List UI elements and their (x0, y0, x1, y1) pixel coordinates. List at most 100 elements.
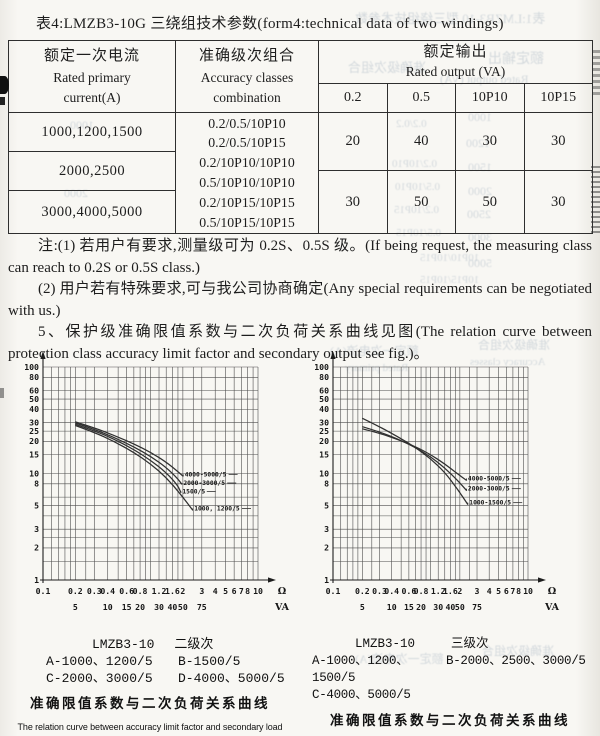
svg-text:40: 40 (445, 602, 455, 612)
accuracy-combination-line: 0.2/10P10/10P10 (199, 155, 295, 171)
output-subheader-0.5: 0.5 (388, 84, 456, 112)
legend-curve-a: A-1000、1200/5 (46, 654, 153, 669)
svg-text:50: 50 (178, 602, 188, 612)
svg-text:0.6: 0.6 (401, 586, 416, 596)
svg-text:2000-3000/5: 2000-3000/5 (468, 486, 510, 493)
svg-text:2: 2 (457, 586, 462, 596)
svg-text:0.1: 0.1 (326, 586, 341, 596)
accuracy-combination-line: 0.2/0.5/10P15 (208, 135, 286, 151)
output-value: 20 (319, 113, 388, 170)
svg-text:15: 15 (319, 450, 329, 460)
technical-data-table: 额定一次电流 Rated primary current(A) 1000,120… (8, 40, 593, 234)
svg-text:25: 25 (29, 426, 39, 436)
svg-text:5: 5 (73, 602, 78, 612)
header-rated-output-cn: 额定输出 (423, 44, 488, 61)
svg-text:5: 5 (360, 602, 365, 612)
header-accuracy-en1: Accuracy classes (200, 69, 294, 85)
header-primary-current-cn: 额定一次电流 (43, 48, 140, 64)
svg-text:75: 75 (472, 602, 482, 612)
output-subheader-10P10: 10P10 (456, 84, 525, 112)
svg-text:3: 3 (324, 524, 329, 534)
legends-row: LMZB3-10 二级次 A-1000、1200/5 B-1500/5 C-2000… (0, 636, 600, 736)
svg-text:80: 80 (29, 372, 39, 382)
accuracy-combination-line: 0.2/10P15/10P15 (199, 194, 295, 210)
scan-artifact (0, 97, 5, 105)
table-cell-primary-row2: 2000,2500 (9, 152, 175, 191)
svg-text:3: 3 (199, 586, 204, 596)
svg-text:4: 4 (213, 586, 218, 596)
accuracy-combination-line: 0.5/10P10/10P10 (199, 175, 295, 190)
scan-artifact (0, 76, 9, 94)
svg-text:4000-5000/5: 4000-5000/5 (185, 471, 227, 478)
svg-text:10: 10 (387, 602, 397, 612)
svg-text:10: 10 (523, 586, 533, 596)
svg-text:1.2: 1.2 (152, 586, 167, 596)
svg-text:50: 50 (455, 602, 465, 612)
output-value: 40 (388, 113, 456, 170)
svg-text:80: 80 (319, 372, 329, 382)
svg-text:1.6: 1.6 (165, 586, 180, 596)
svg-text:75: 75 (197, 602, 207, 612)
svg-text:30: 30 (154, 602, 164, 612)
header-rated-output-en: Rated output (VA) (405, 64, 506, 80)
legend-model: LMZB3-10 (355, 637, 416, 651)
svg-text:Ω: Ω (548, 586, 557, 597)
svg-text:10: 10 (253, 586, 263, 596)
svg-text:0.4: 0.4 (384, 586, 399, 596)
svg-text:0.6: 0.6 (119, 586, 134, 596)
svg-text:30: 30 (433, 602, 443, 612)
legend-winding-type: 三级次 (451, 637, 489, 651)
svg-text:4000-5000/5: 4000-5000/5 (468, 475, 510, 482)
svg-text:6: 6 (232, 586, 237, 596)
output-value: 50 (388, 171, 456, 233)
svg-text:50: 50 (29, 394, 39, 404)
scan-artifact (593, 50, 600, 96)
note-2: (2) 用户若有特殊要求,可与我公司协商确定(Any special requi… (8, 281, 592, 319)
header-primary-current-en1: Rated primary (53, 69, 131, 85)
svg-text:5: 5 (324, 500, 329, 510)
legend-left-chart: LMZB3-10 二级次 A-1000、1200/5 B-1500/5 C-2000… (0, 636, 300, 736)
note-1: 注:(1) 若用户有要求,测量级可为 0.2S、0.5S 级。(If being… (8, 238, 592, 276)
accuracy-combinations-cell: 0.2/0.5/10P10 0.2/0.5/10P15 0.2/10P10/10… (176, 113, 318, 233)
output-values-row2: 30 50 50 30 (319, 171, 592, 233)
svg-text:40: 40 (319, 404, 329, 414)
svg-text:1000, 1200/5: 1000, 1200/5 (194, 505, 240, 512)
output-values-row1: 20 40 30 30 (319, 113, 592, 171)
svg-text:100: 100 (24, 362, 39, 372)
svg-text:5: 5 (496, 586, 501, 596)
output-value: 30 (319, 171, 388, 233)
svg-text:1500/5: 1500/5 (182, 488, 205, 495)
note-3: 5、保护级准确限值系数与二次负荷关系曲线见图(The relation curv… (8, 324, 592, 362)
scan-artifact (591, 166, 600, 234)
svg-text:8: 8 (34, 479, 39, 489)
svg-text:15: 15 (29, 450, 39, 460)
svg-text:1: 1 (34, 575, 39, 585)
svg-text:2: 2 (324, 543, 329, 553)
header-primary-current: 额定一次电流 Rated primary current(A) (9, 41, 175, 113)
svg-text:2000-3000/5: 2000-3000/5 (183, 480, 225, 487)
legend-curve-d (446, 687, 600, 704)
legend-winding-type: 二级次 (174, 637, 214, 652)
notes-section: 注:(1) 若用户有要求,测量级可为 0.2S、0.5S 级。(If being… (8, 236, 592, 365)
legend-row: A-1000、1200/5 B-1500/5 (0, 653, 300, 670)
svg-text:1.6: 1.6 (443, 586, 458, 596)
svg-text:1: 1 (324, 575, 329, 585)
column-accuracy-classes: 准确级次组合 Accuracy classes combination 0.2/… (176, 41, 319, 233)
svg-text:40: 40 (168, 602, 178, 612)
legend-row: A-1000、1200、1500/5 B-2000、2500、3000/5 (300, 653, 600, 687)
legend-curve-d: D-4000、5000/5 (178, 671, 285, 686)
svg-text:40: 40 (29, 404, 39, 414)
column-rated-primary-current: 额定一次电流 Rated primary current(A) 1000,120… (9, 41, 176, 233)
legend-row: C-4000、5000/5 (300, 687, 600, 704)
svg-text:25: 25 (319, 426, 329, 436)
svg-text:7: 7 (239, 586, 244, 596)
accuracy-combination-line: 0.2/0.5/10P10 (208, 115, 286, 131)
svg-text:0.3: 0.3 (372, 586, 387, 596)
svg-text:20: 20 (29, 436, 39, 446)
svg-text:100: 100 (314, 362, 329, 372)
svg-text:2: 2 (180, 586, 185, 596)
output-value: 30 (551, 133, 566, 149)
svg-text:4: 4 (487, 586, 492, 596)
svg-text:60: 60 (29, 385, 39, 395)
